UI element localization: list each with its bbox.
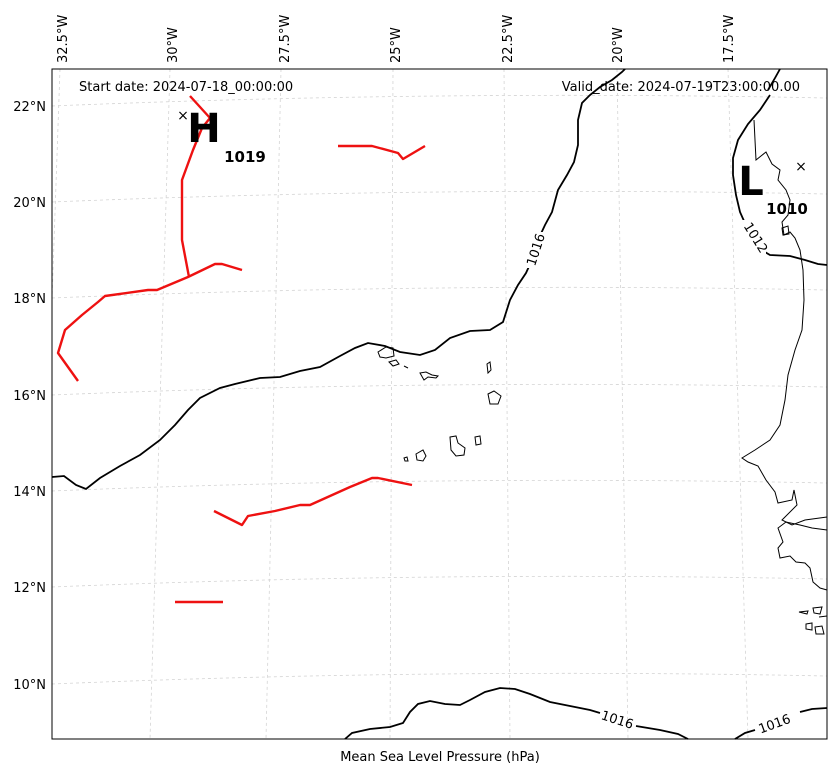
- front-north-center: [338, 144, 426, 161]
- low-pressure-center: × L 1010: [738, 159, 808, 218]
- meridian-32-5w: [51, 68, 61, 301]
- low-center-marker-icon: ×: [795, 159, 807, 175]
- island-santa-luzia: [403, 365, 409, 369]
- low-center-value: 1010: [766, 200, 808, 218]
- latitude-labels: 22°N 20°N 18°N 16°N 14°N 12°N 10°N: [13, 100, 46, 693]
- lat-label: 16°N: [13, 389, 46, 404]
- isobar-1016-main: [51, 68, 626, 491]
- cap-blanc: [781, 225, 790, 236]
- parallel-20n: [51, 190, 828, 203]
- island-sao-nicolau: [419, 371, 440, 381]
- meridian-27-5w: [265, 68, 282, 740]
- isobar-1012-top: [767, 68, 781, 91]
- lat-label: 14°N: [13, 485, 46, 500]
- island-fogo: [415, 449, 427, 462]
- lon-label: 30°W: [166, 27, 181, 63]
- parallel-22n: [51, 94, 828, 107]
- contour-labels: 1016 1012 1016 1016: [523, 220, 793, 737]
- bijagos-islands: [798, 606, 828, 635]
- isobar-1016-bottom: [344, 687, 689, 740]
- lat-label: 10°N: [13, 678, 46, 693]
- contour-label-bg: [523, 232, 545, 268]
- island-sao-vicente: [388, 359, 400, 367]
- fronts: [56, 95, 426, 604]
- map-border: [51, 68, 828, 740]
- longitude-labels: 32.5°W 30°W 27.5°W 25°W 22.5°W 20°W 17.5…: [56, 15, 737, 63]
- isobar-1012: [732, 94, 828, 266]
- island-sal: [486, 361, 492, 375]
- meridian-30w: [149, 68, 171, 740]
- front-northwest: [56, 262, 243, 382]
- lon-label: 22.5°W: [501, 15, 516, 63]
- lon-label: 27.5°W: [278, 15, 293, 63]
- front-central: [213, 476, 413, 527]
- start-date-label: Start date: 2024-07-18_00:00:00: [79, 80, 293, 95]
- lon-label: 32.5°W: [56, 15, 71, 63]
- front-north-vertical: [180, 95, 212, 278]
- lat-label: 22°N: [13, 100, 46, 115]
- contour-label-bg: [738, 220, 766, 254]
- lon-label: 20°W: [611, 27, 626, 63]
- africa-coast: [741, 119, 828, 526]
- meridian-22-5w: [503, 68, 511, 740]
- island-maio: [474, 435, 482, 446]
- parallel-12n: [51, 575, 828, 588]
- meridian-25w: [389, 68, 394, 740]
- gridlines: [51, 68, 828, 740]
- lat-label: 12°N: [13, 581, 46, 596]
- parallel-18n: [51, 286, 828, 299]
- isobar-1016-bottom-right: [734, 707, 828, 740]
- island-santiago: [449, 435, 466, 457]
- high-center-letter: H: [187, 106, 220, 152]
- high-center-value: 1019: [224, 148, 266, 166]
- high-pressure-center: × H 1019: [177, 106, 266, 166]
- parallel-10n: [51, 672, 828, 685]
- lon-label: 17.5°W: [722, 15, 737, 63]
- valid-date-label: Valid_date: 2024-07-19T23:00:00.00: [562, 80, 800, 95]
- isobars: [51, 68, 828, 740]
- map-frame: [52, 69, 827, 739]
- high-center-marker-icon: ×: [177, 108, 189, 124]
- meridian-17-5w: [727, 68, 749, 740]
- lat-label: 20°N: [13, 196, 46, 211]
- low-center-letter: L: [738, 159, 764, 205]
- africa-coast-south: [777, 521, 828, 591]
- island-brava: [403, 456, 409, 462]
- lon-label: 25°W: [389, 27, 404, 63]
- meridian-20w: [616, 68, 629, 740]
- parallel-14n: [51, 479, 828, 492]
- x-axis-label: Mean Sea Level Pressure (hPa): [340, 750, 540, 765]
- coastline-africa: [741, 119, 828, 635]
- island-boa-vista: [487, 390, 502, 405]
- lat-label: 18°N: [13, 292, 46, 307]
- parallel-16n: [51, 383, 828, 396]
